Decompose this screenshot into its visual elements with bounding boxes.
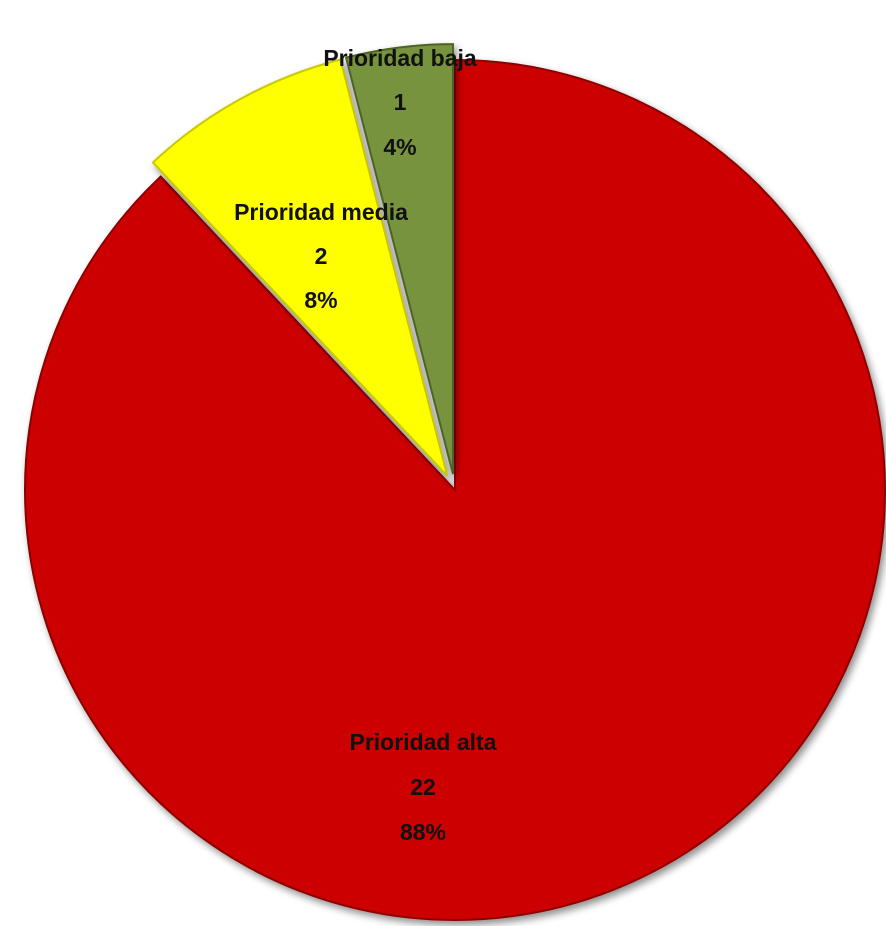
pie-slice-prioridad-media xyxy=(151,58,449,477)
slice-label-name: Prioridad media xyxy=(234,199,408,225)
slice-label-name: Prioridad alta xyxy=(350,729,497,755)
slice-label-value: 2 xyxy=(315,243,328,269)
slice-label-percent: 8% xyxy=(304,287,337,313)
slice-label-value: 1 xyxy=(394,89,407,115)
slice-label-prioridad-baja: Prioridad baja 1 4% xyxy=(323,45,477,160)
slice-label-name: Prioridad baja xyxy=(323,45,477,71)
slice-label-percent: 4% xyxy=(383,134,416,160)
slice-label-prioridad-alta: Prioridad alta 22 88% xyxy=(350,729,497,845)
slice-label-prioridad-media: Prioridad media 2 8% xyxy=(234,199,408,313)
pie-slice-prioridad-baja xyxy=(344,43,454,475)
slice-label-value: 22 xyxy=(410,774,436,800)
pie-slices xyxy=(24,43,886,921)
slice-label-percent: 88% xyxy=(400,819,446,845)
pie-slice-prioridad-alta xyxy=(24,58,886,921)
